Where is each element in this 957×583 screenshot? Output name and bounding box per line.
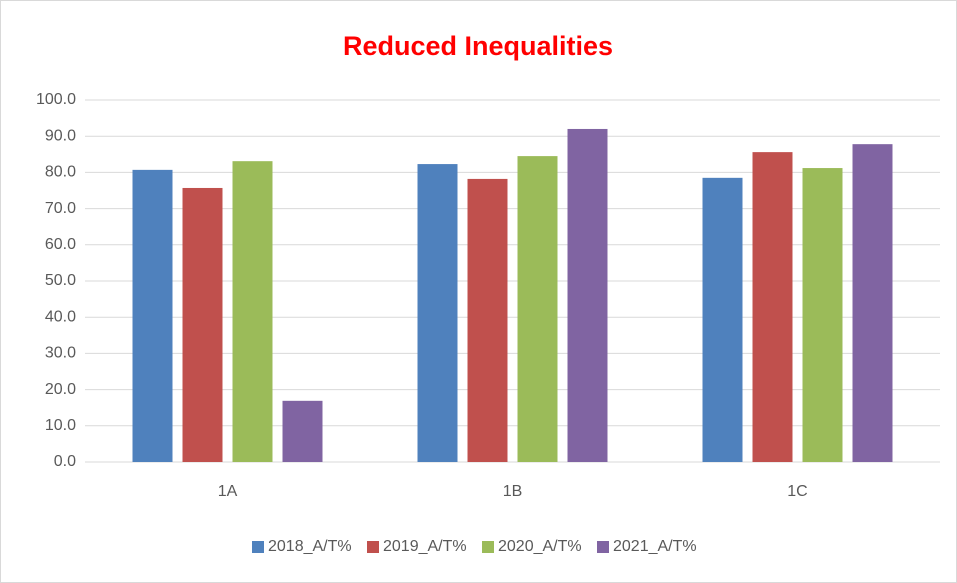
x-tick-label: 1C: [787, 483, 807, 500]
bar: [417, 164, 458, 462]
bar: [852, 144, 893, 462]
legend-label: 2020_A/T%: [498, 538, 582, 555]
y-tick-label: 30.0: [45, 345, 76, 362]
y-tick-label: 90.0: [45, 127, 76, 144]
legend-swatch: [482, 541, 494, 553]
x-tick-label: 1A: [218, 483, 238, 500]
bar: [467, 178, 508, 462]
legend-swatch: [597, 541, 609, 553]
bar: [282, 400, 323, 462]
x-tick-label: 1B: [503, 483, 523, 500]
y-tick-label: 80.0: [45, 164, 76, 181]
bar: [232, 161, 273, 463]
legend-swatch: [252, 541, 264, 553]
legend-label: 2019_A/T%: [383, 538, 467, 555]
y-tick-label: 0.0: [54, 453, 76, 470]
y-tick-label: 50.0: [45, 272, 76, 289]
y-tick-label: 40.0: [45, 308, 76, 325]
bar: [517, 156, 558, 463]
bar: [567, 128, 608, 462]
bar: [702, 177, 743, 462]
legend-label: 2018_A/T%: [268, 538, 352, 555]
chart-title: Reduced Inequalities: [343, 31, 613, 61]
y-tick-label: 60.0: [45, 236, 76, 253]
bar: [182, 187, 223, 462]
legend-swatch: [367, 541, 379, 553]
bar: [802, 168, 843, 462]
y-tick-label: 20.0: [45, 381, 76, 398]
bar: [752, 152, 793, 463]
bar: [132, 169, 173, 462]
legend-label: 2021_A/T%: [613, 538, 697, 555]
y-tick-label: 10.0: [45, 417, 76, 434]
y-tick-label: 70.0: [45, 200, 76, 217]
y-tick-label: 100.0: [36, 91, 76, 108]
